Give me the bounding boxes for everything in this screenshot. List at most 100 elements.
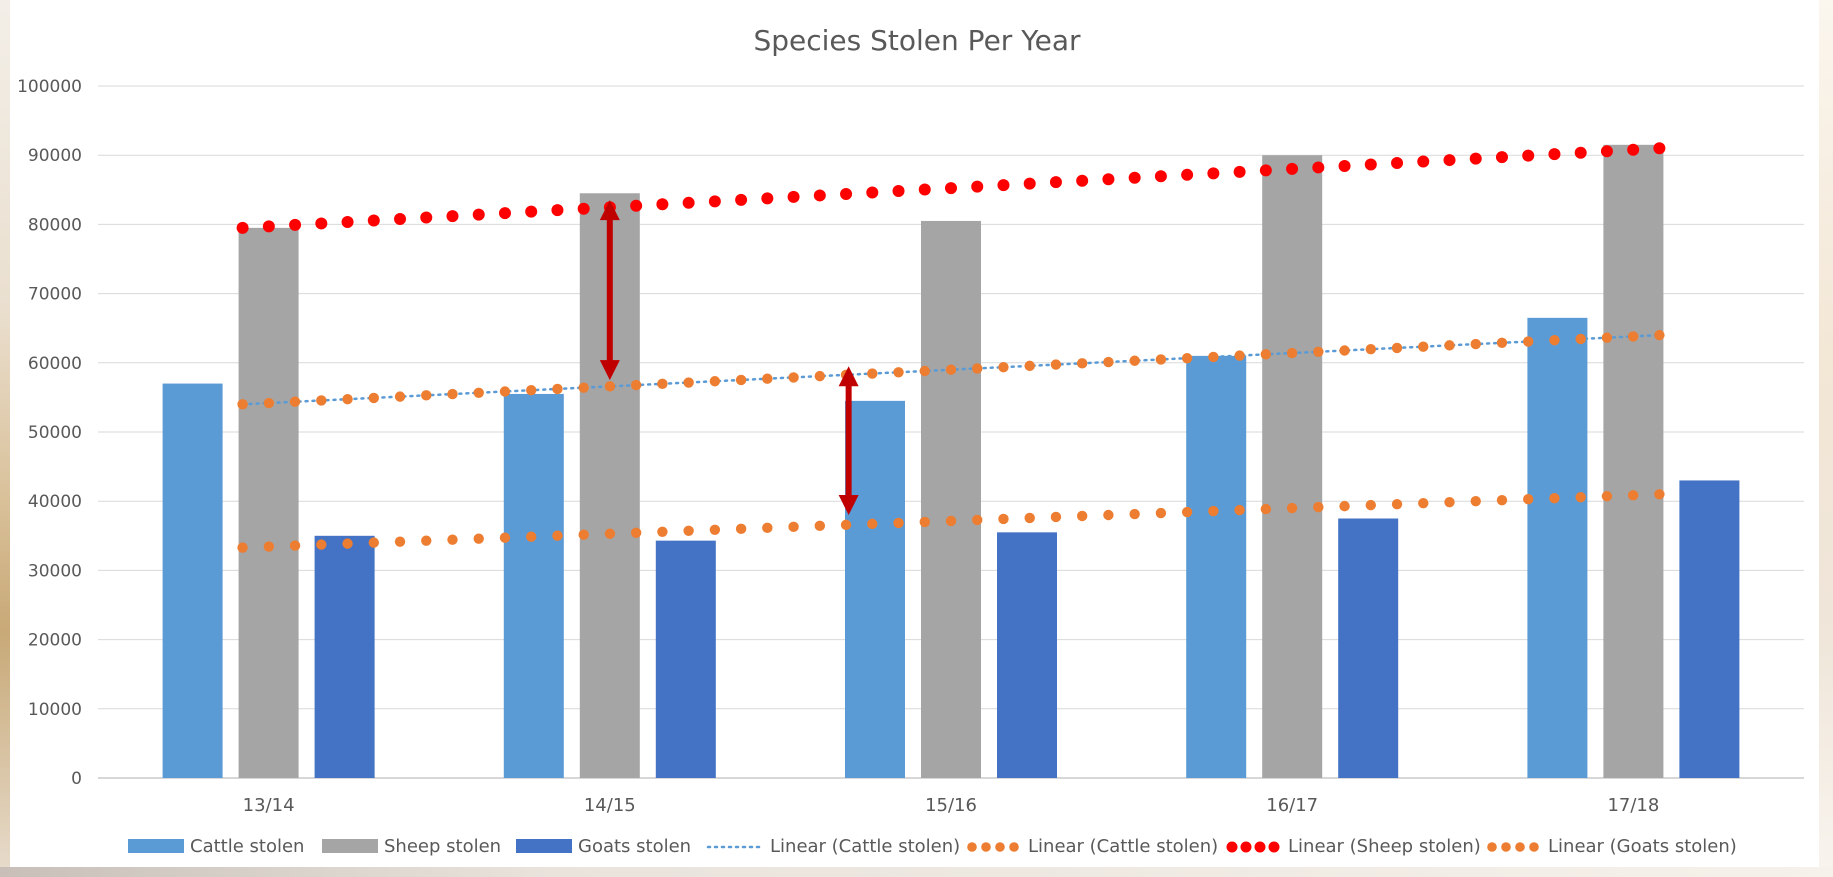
cattle-stolen-bar-16-17 bbox=[1186, 355, 1247, 778]
category-label-15-16: 15/16 bbox=[925, 795, 977, 816]
trendline-dot bbox=[1627, 143, 1640, 156]
trendline-dot bbox=[1627, 331, 1639, 342]
annotations bbox=[599, 200, 859, 516]
trendline-dot bbox=[394, 536, 406, 547]
trendline-dot bbox=[289, 396, 301, 407]
trendline-dot bbox=[421, 535, 432, 546]
trendline-dot bbox=[473, 387, 484, 398]
trendline-dot bbox=[420, 211, 433, 224]
legend-trend-dot bbox=[1268, 841, 1280, 853]
trendline-dot bbox=[315, 217, 328, 230]
trendline-dot bbox=[1155, 507, 1167, 519]
goats-stolen-bar-17-18 bbox=[1679, 480, 1740, 778]
trendline-dot bbox=[341, 215, 354, 228]
trendline-dot bbox=[1023, 177, 1036, 190]
goats-stolen-bar-15-16 bbox=[997, 532, 1057, 778]
goats-stolen-bar-13-14 bbox=[314, 535, 375, 778]
trendline-dot bbox=[1417, 155, 1430, 168]
trendline-dot bbox=[1129, 355, 1140, 366]
trendline-dot bbox=[893, 517, 904, 529]
right-edge-strip bbox=[1819, 0, 1833, 877]
trendline-dot bbox=[1523, 494, 1534, 505]
trendline-dot bbox=[1076, 358, 1088, 369]
legend-trend-label-2: Linear (Sheep stolen) bbox=[1288, 836, 1481, 857]
trendline-dot bbox=[1181, 506, 1193, 518]
trendline-dot bbox=[1234, 504, 1245, 516]
trendline-dot bbox=[1103, 356, 1114, 368]
chart-title: Species Stolen Per Year bbox=[753, 24, 1080, 57]
trendline-dot bbox=[367, 214, 380, 227]
trendline-dot bbox=[972, 514, 983, 526]
trendline-dot bbox=[1260, 503, 1272, 515]
trendline-dot bbox=[577, 202, 590, 215]
y-tick-label: 10000 bbox=[28, 700, 82, 720]
trendline-dot bbox=[945, 515, 957, 527]
trendline-dot bbox=[1601, 332, 1613, 343]
difference-arrow-head-top bbox=[838, 366, 859, 387]
trendline-dot bbox=[972, 363, 983, 374]
trendline-dot bbox=[446, 210, 459, 223]
trendline-dot bbox=[1364, 158, 1377, 171]
legend-label-1: Sheep stolen bbox=[384, 836, 501, 857]
trendline-dot bbox=[1286, 162, 1299, 175]
legend-trend-label-0: Linear (Cattle stolen) bbox=[770, 836, 960, 857]
y-tick-label: 90000 bbox=[28, 146, 82, 166]
legend-label-0: Cattle stolen bbox=[190, 836, 304, 857]
legend: Cattle stolen Sheep stolen Goats stolen Lin… bbox=[128, 836, 1737, 857]
trendline-dot bbox=[368, 537, 379, 548]
chart-panel bbox=[10, 6, 1819, 867]
trendline-dot bbox=[1418, 497, 1429, 509]
trendline-dot bbox=[499, 386, 511, 397]
trendline-dot bbox=[1548, 148, 1561, 161]
category-label-14-15: 14/15 bbox=[584, 795, 636, 816]
trendline-dot bbox=[1338, 159, 1351, 172]
trendline-dot bbox=[1076, 510, 1088, 522]
legend-trend-label-1: Linear (Cattle stolen) bbox=[1028, 836, 1218, 857]
trendline-dot bbox=[1496, 495, 1508, 506]
trendline-dot bbox=[867, 368, 878, 379]
trendlines bbox=[236, 142, 1666, 553]
trendline-dot bbox=[1155, 354, 1167, 365]
trendline-dot bbox=[1495, 151, 1508, 164]
category-label-16-17: 16/17 bbox=[1266, 795, 1318, 816]
trendline-dot bbox=[1339, 500, 1350, 512]
trendline-dot bbox=[814, 370, 826, 382]
trendline-dot bbox=[762, 522, 773, 534]
trendline-dot bbox=[709, 524, 721, 536]
trendline-dot bbox=[1575, 492, 1586, 503]
trendline-dot bbox=[1365, 344, 1376, 355]
trendline-dot bbox=[472, 208, 485, 221]
trendline-dot bbox=[893, 367, 904, 378]
legend-trend-dot bbox=[1529, 842, 1539, 852]
trendline-dot bbox=[1444, 496, 1455, 508]
legend-trend-dot bbox=[981, 842, 991, 852]
y-tick-label: 40000 bbox=[28, 492, 82, 512]
trendline-dot bbox=[866, 186, 879, 199]
trendline-dot bbox=[630, 199, 643, 212]
trendline-dot bbox=[867, 518, 878, 530]
sheep-stolen-bar-17-18 bbox=[1603, 144, 1664, 778]
trendline-dot bbox=[1024, 512, 1035, 524]
legend-trend-dot bbox=[1501, 842, 1511, 852]
trendline-dot bbox=[578, 382, 589, 393]
sheep-stolen-bar-15-16 bbox=[921, 220, 981, 778]
trendline-dot bbox=[998, 513, 1009, 525]
trendline-dot bbox=[236, 221, 249, 234]
trendline-dot bbox=[263, 541, 275, 552]
trendline-dot bbox=[1260, 349, 1272, 360]
sheep-stolen-bar-13-14 bbox=[238, 227, 299, 779]
trendline-dot bbox=[526, 385, 537, 396]
y-tick-label: 0 bbox=[71, 769, 82, 789]
trendline-dot bbox=[1181, 168, 1194, 181]
trendline-dot bbox=[473, 533, 484, 544]
trendline-dot bbox=[683, 377, 694, 388]
trendline-dot bbox=[1391, 342, 1403, 354]
trendline-dot bbox=[1128, 171, 1141, 184]
trendline-dot bbox=[1522, 149, 1535, 162]
trendline-dot bbox=[971, 180, 984, 193]
trendline-dot bbox=[787, 190, 800, 203]
trendline-dot bbox=[918, 183, 931, 196]
trendline-dot bbox=[761, 192, 774, 205]
trendline-dot bbox=[1574, 146, 1587, 159]
